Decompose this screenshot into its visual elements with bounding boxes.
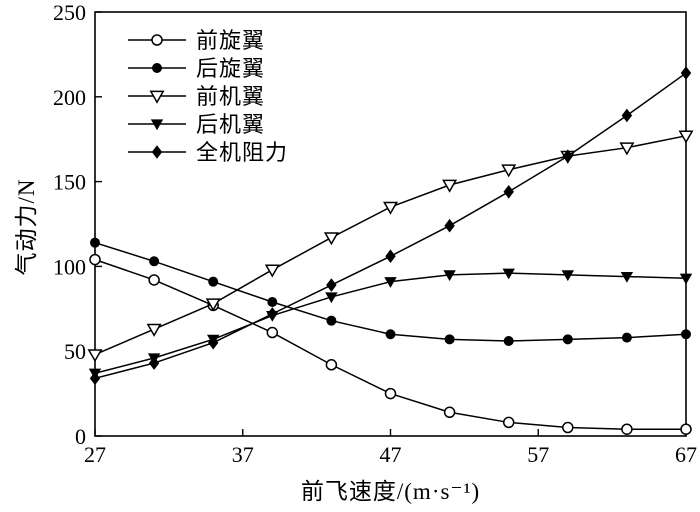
marker-circle-open <box>148 274 160 286</box>
legend-label: 后机翼 <box>196 112 265 137</box>
marker-circle-filled <box>267 297 278 308</box>
marker-circle-filled <box>503 336 514 347</box>
x-tick-label: 27 <box>84 442 106 467</box>
y-tick-label: 50 <box>64 339 86 364</box>
marker-circle-open <box>680 423 692 435</box>
marker-circle-open <box>443 406 456 419</box>
marker-diamond-filled <box>503 184 514 199</box>
marker-triangle-down-open <box>383 201 398 215</box>
marker-circle-filled <box>562 334 573 345</box>
marker-circle-filled <box>681 329 691 340</box>
marker-triangle-down-filled <box>561 270 574 282</box>
legend-label: 前旋翼 <box>196 28 265 53</box>
marker-diamond-filled <box>148 356 160 370</box>
y-axis-title: 气动力/N <box>14 178 39 276</box>
marker-diamond-filled <box>444 218 455 233</box>
legend-item-total-drag: 全机阻力 <box>128 140 288 165</box>
marker-triangle-down-open <box>264 264 280 278</box>
marker-triangle-down-open <box>501 164 517 178</box>
marker-triangle-down-filled <box>679 273 693 285</box>
series-front-rotor <box>89 253 692 435</box>
y-tick-label: 200 <box>53 85 86 110</box>
marker-diamond-filled <box>326 278 337 292</box>
marker-diamond-filled <box>267 307 278 321</box>
marker-triangle-down-open <box>442 179 458 193</box>
marker-triangle-down-open <box>323 232 339 246</box>
marker-triangle-down-filled <box>384 277 397 288</box>
marker-diamond-filled <box>621 108 633 123</box>
series-rear-wing <box>88 268 693 380</box>
x-axis-title: 前飞速度/(m·s⁻¹) <box>300 479 481 504</box>
legend-item-rear-wing: 后机翼 <box>128 112 265 137</box>
marker-diamond-filled <box>208 335 219 350</box>
marker-circle-open <box>89 253 101 266</box>
marker-triangle-down-open <box>619 142 635 156</box>
series-line-front-wing <box>94 135 687 356</box>
marker-triangle-down-open <box>87 349 103 363</box>
marker-diamond-filled <box>680 66 692 80</box>
marker-triangle-down-open <box>678 130 694 144</box>
marker-circle-filled <box>444 334 455 345</box>
x-tick-label: 37 <box>232 442 254 467</box>
marker-triangle-down-filled <box>325 292 338 304</box>
legend-label: 全机阻力 <box>196 140 288 165</box>
marker-triangle-down-open <box>146 323 162 337</box>
marker-circle-open <box>502 416 515 429</box>
marker-triangle-down-filled <box>150 119 164 131</box>
marker-circle-open <box>621 423 633 435</box>
marker-circle-filled <box>326 315 337 326</box>
marker-circle-filled <box>208 276 219 287</box>
y-tick-label: 100 <box>53 254 86 279</box>
legend-item-front-rotor: 前旋翼 <box>128 28 265 53</box>
legend-item-front-wing: 前机翼 <box>128 84 265 109</box>
marker-triangle-down-filled <box>443 270 456 282</box>
series-total-drag <box>89 66 692 386</box>
marker-circle-filled <box>149 256 160 267</box>
plot-frame <box>94 11 687 437</box>
marker-triangle-down-filled <box>620 271 634 283</box>
x-tick-label: 57 <box>527 442 549 467</box>
series-rear-rotor <box>90 237 691 347</box>
marker-triangle-down-open <box>149 90 165 104</box>
marker-circle-filled <box>621 332 632 343</box>
marker-diamond-filled <box>151 145 163 159</box>
marker-diamond-filled <box>562 149 573 163</box>
marker-circle-filled <box>385 329 396 340</box>
marker-circle-filled <box>152 63 162 73</box>
marker-circle-filled <box>90 237 100 248</box>
legend-item-rear-rotor: 后旋翼 <box>128 56 265 81</box>
marker-circle-open <box>266 326 279 339</box>
x-tick-label: 67 <box>675 442 697 467</box>
y-tick-label: 250 <box>53 0 86 25</box>
y-tick-label: 0 <box>75 424 86 449</box>
series-line-rear-wing <box>94 272 687 374</box>
legend-label: 后旋翼 <box>196 56 265 81</box>
y-tick-label: 150 <box>53 170 86 195</box>
marker-circle-open <box>151 34 163 46</box>
x-tick-label: 47 <box>380 442 402 467</box>
marker-circle-open <box>562 421 574 434</box>
marker-triangle-down-filled <box>502 268 515 280</box>
legend-label: 前机翼 <box>196 84 265 109</box>
marker-circle-open <box>384 387 397 400</box>
marker-diamond-filled <box>89 371 101 386</box>
marker-circle-open <box>325 359 338 371</box>
marker-triangle-down-open <box>205 298 221 312</box>
marker-diamond-filled <box>385 249 396 264</box>
series-front-wing <box>87 130 694 363</box>
